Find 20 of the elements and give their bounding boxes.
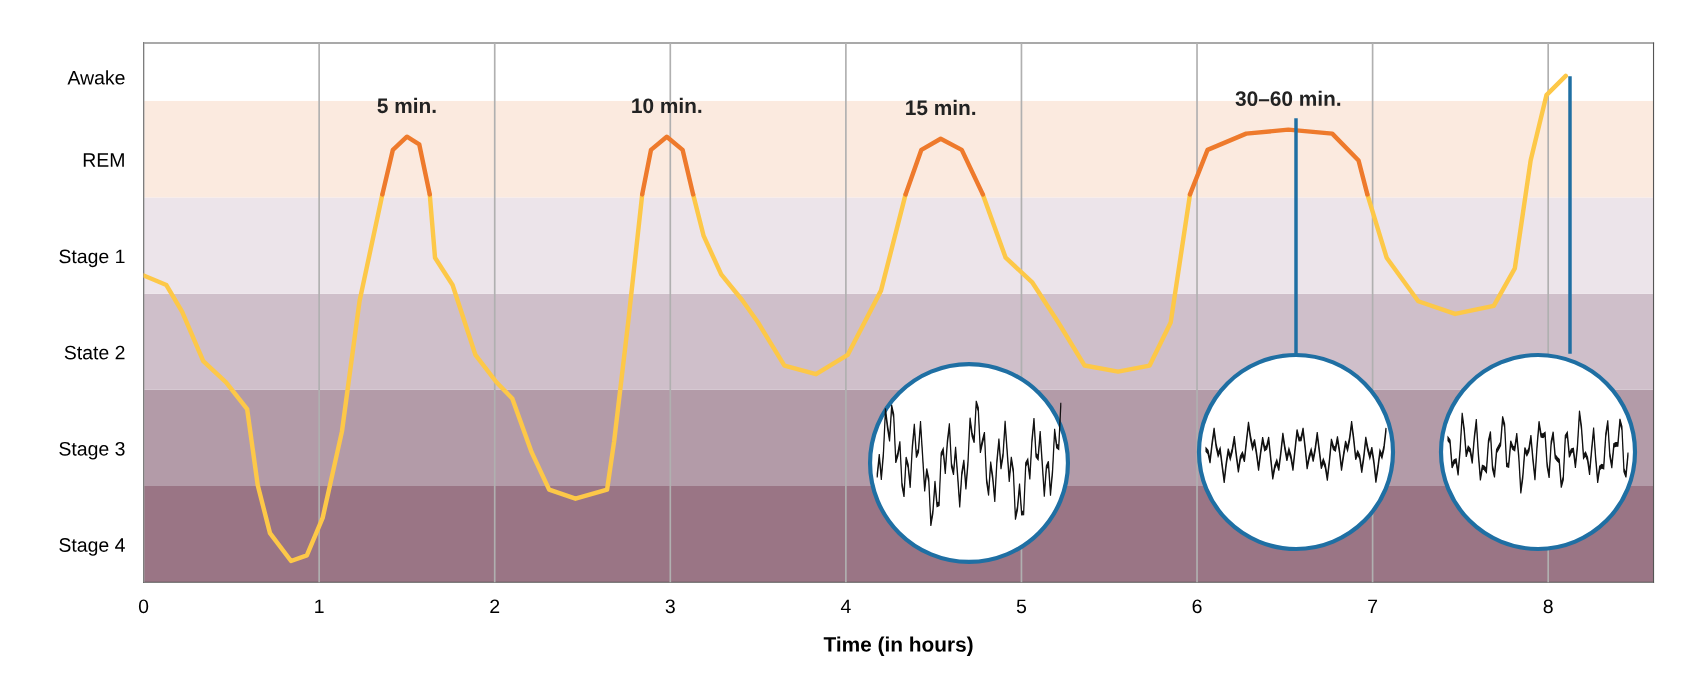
x-tick-label: 3 bbox=[665, 599, 675, 614]
annotation: 15 min. bbox=[906, 99, 976, 116]
band-label: State 2 bbox=[64, 345, 125, 360]
annotation: 30–60 min. bbox=[1235, 90, 1341, 107]
x-tick-label: 5 bbox=[1016, 599, 1027, 614]
annotation: 10 min. bbox=[632, 97, 702, 114]
x-tick-label: 8 bbox=[1543, 599, 1553, 614]
x-tick-label: 6 bbox=[1192, 599, 1202, 614]
x-tick-label: 4 bbox=[840, 599, 851, 614]
x-tick-label: 2 bbox=[490, 599, 500, 614]
band-label: REM bbox=[83, 153, 124, 167]
band-label: Awake bbox=[67, 70, 125, 85]
annotation: 5 min. bbox=[377, 97, 436, 114]
x-tick-label: 0 bbox=[138, 599, 149, 614]
band-label: Stage 3 bbox=[59, 441, 125, 460]
x-axis-title: Time (in hours) bbox=[823, 636, 973, 656]
band-label: Stage 1 bbox=[59, 249, 125, 268]
band-label: Stage 4 bbox=[59, 538, 125, 556]
x-tick-label: 1 bbox=[315, 599, 324, 614]
x-tick-label: 7 bbox=[1368, 599, 1378, 614]
